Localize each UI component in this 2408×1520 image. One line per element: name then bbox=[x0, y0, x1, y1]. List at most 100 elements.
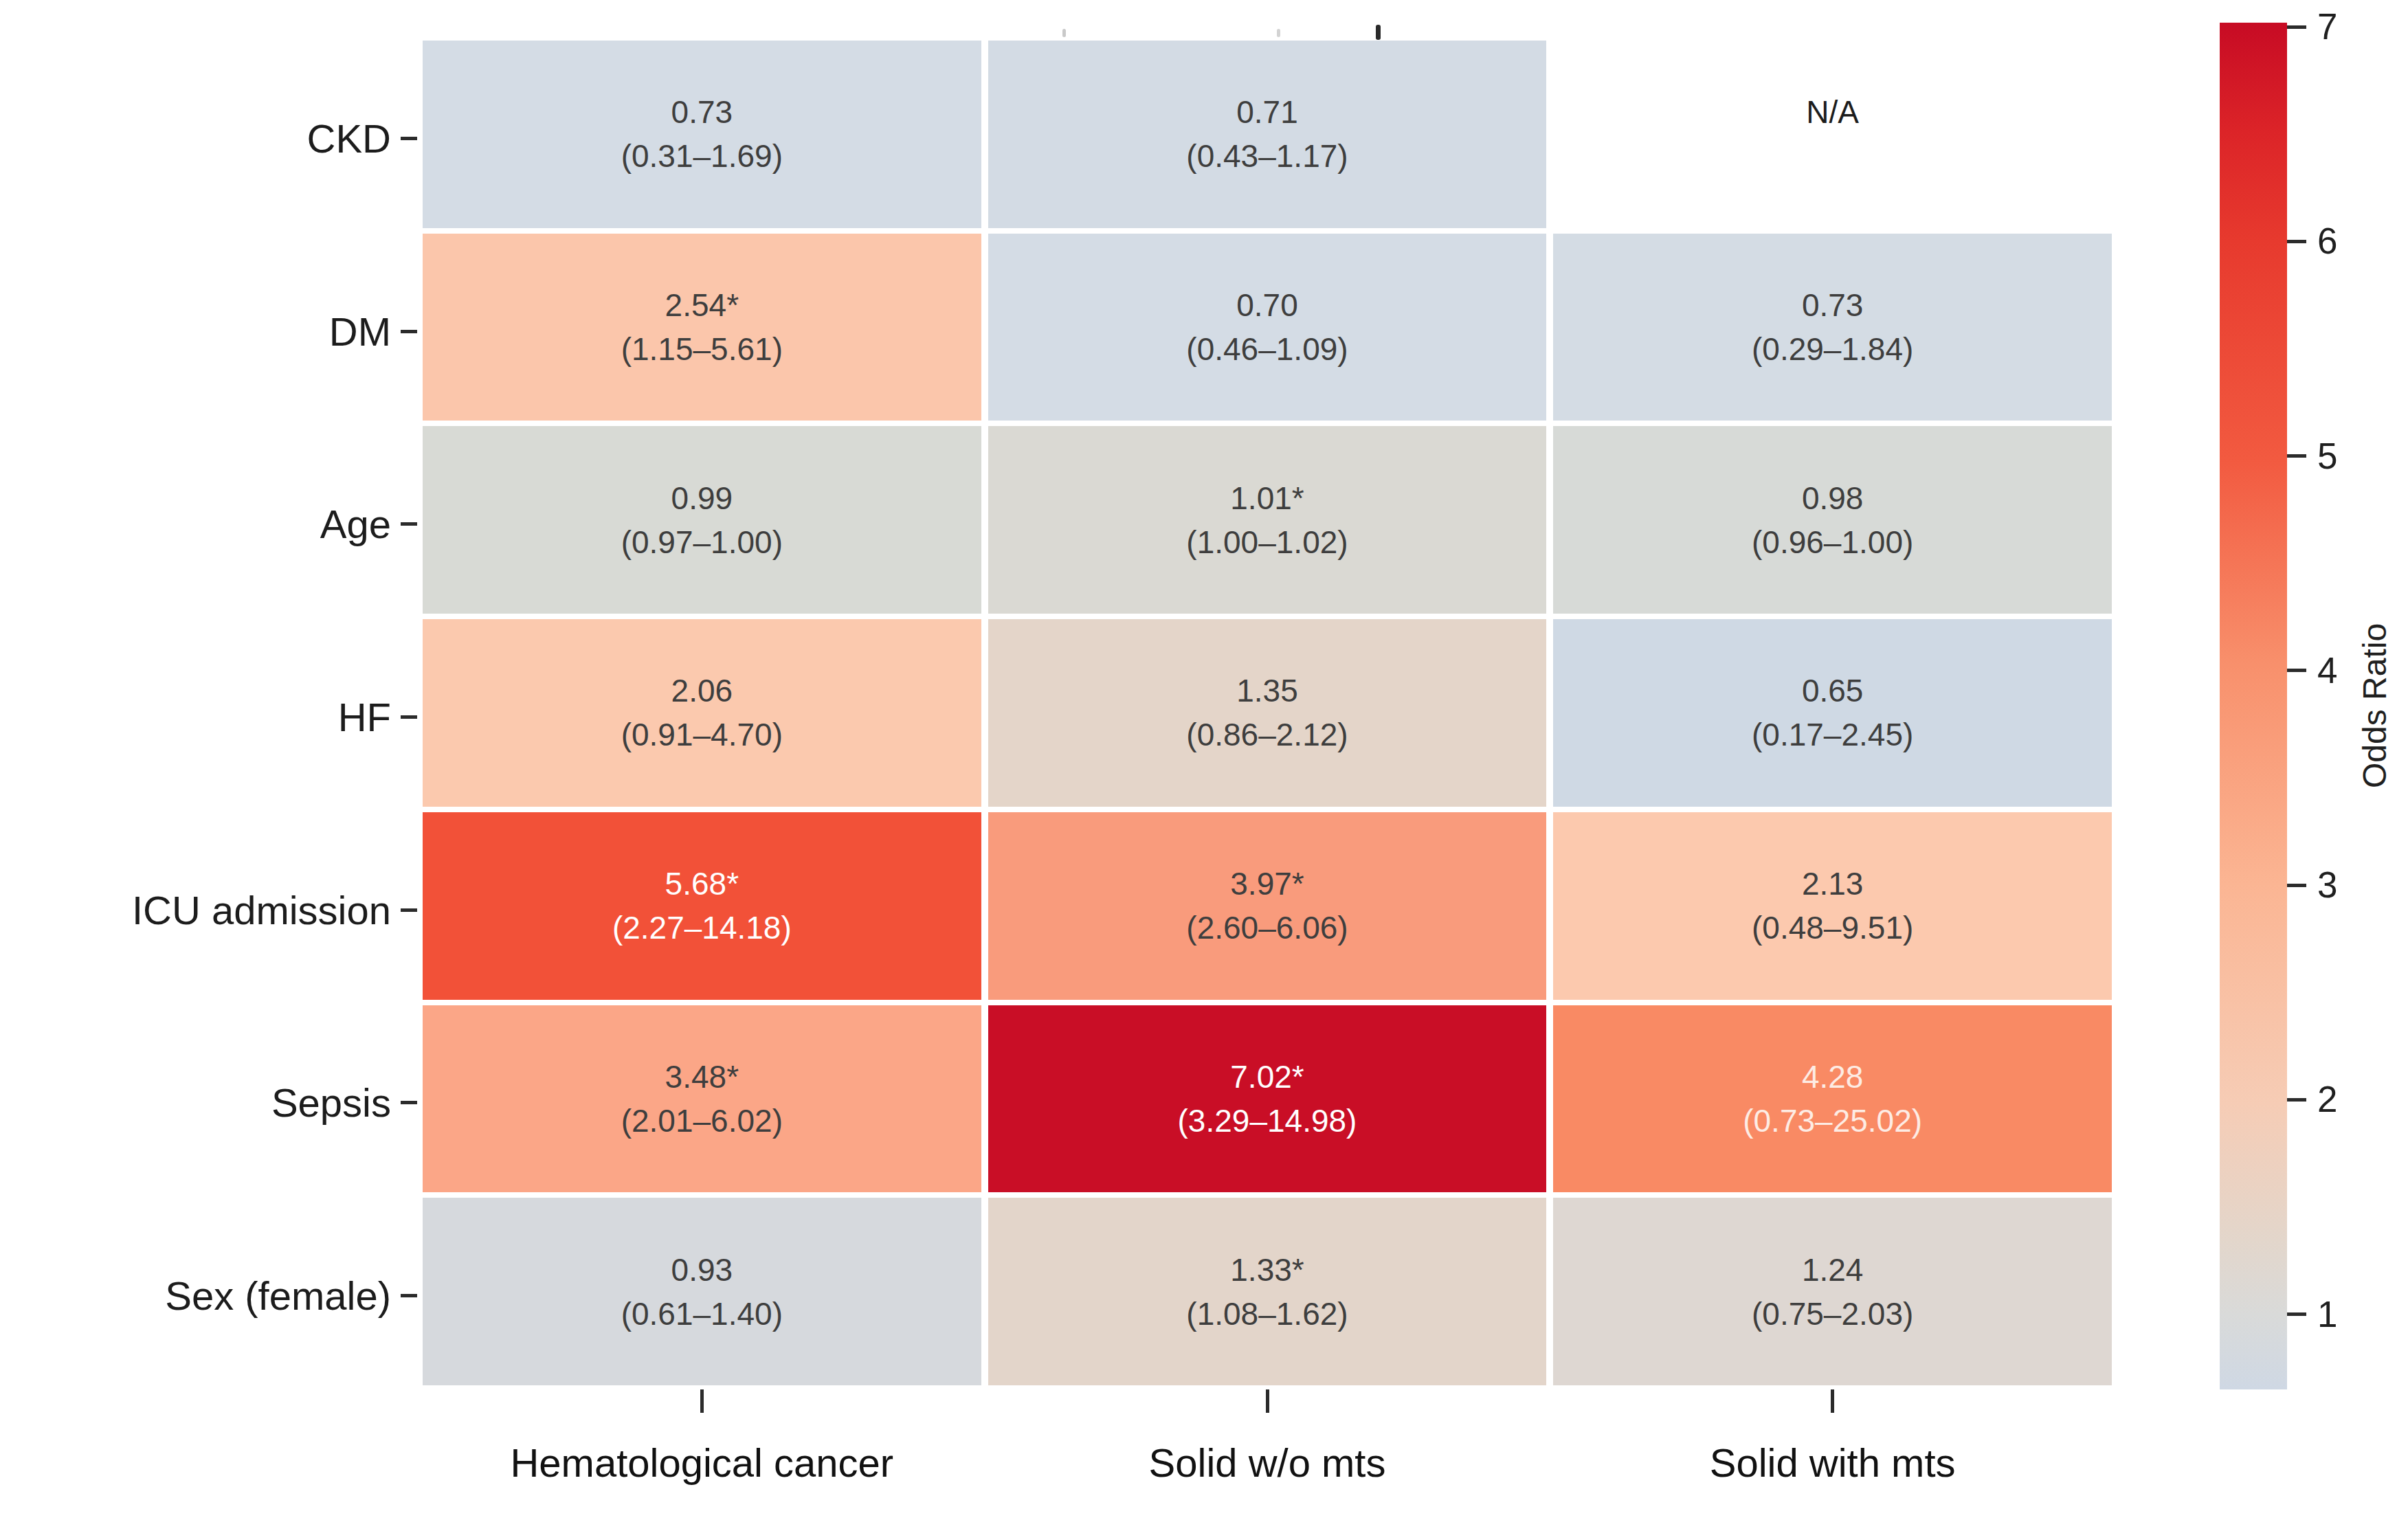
heatmap-cell-sex-female-solid-with-mts: 1.24(0.75–2.03) bbox=[1553, 1198, 2112, 1385]
x-axis-label-solid-with-mts: Solid with mts bbox=[1524, 1440, 2142, 1486]
cropped-title-artifact bbox=[1277, 29, 1280, 37]
cell-value: 1.35 bbox=[1236, 669, 1298, 713]
cell-value: 2.06 bbox=[671, 669, 733, 713]
colorbar-title-text: Odds Ratio bbox=[2356, 623, 2394, 788]
heatmap-cell-hf-solid-w-o-mts: 1.35(0.86–2.12) bbox=[988, 619, 1547, 807]
heatmap-cell-dm-hematological-cancer: 2.54*(1.15–5.61) bbox=[423, 234, 981, 421]
row-label-hf: HF bbox=[0, 623, 416, 811]
cell-confidence-interval: (1.15–5.61) bbox=[621, 327, 783, 371]
x-axis-label-hematological-cancer: Hematological cancer bbox=[392, 1440, 1011, 1486]
row-label-age: Age bbox=[0, 430, 416, 618]
heatmap-cell-ckd-hematological-cancer: 0.73(0.31–1.69) bbox=[423, 41, 981, 228]
x-axis-label-solid-w-o-mts: Solid w/o mts bbox=[958, 1440, 1576, 1486]
row-label-text: HF bbox=[338, 694, 391, 740]
colorbar-tick bbox=[2287, 669, 2306, 672]
cell-value: 7.02* bbox=[1230, 1055, 1304, 1099]
row-label-sex-female: Sex (female) bbox=[0, 1202, 416, 1389]
cell-confidence-interval: (0.75–2.03) bbox=[1752, 1292, 1913, 1336]
cell-value: 3.97* bbox=[1230, 862, 1304, 906]
colorbar-tick-label: 2 bbox=[2317, 1079, 2379, 1120]
x-axis-tick bbox=[700, 1389, 704, 1413]
heatmap-cell-ckd-solid-w-o-mts: 0.71(0.43–1.17) bbox=[988, 41, 1547, 228]
cell-confidence-interval: (0.29–1.84) bbox=[1752, 327, 1913, 371]
cell-confidence-interval: (0.48–9.51) bbox=[1752, 906, 1913, 950]
colorbar-tick bbox=[2287, 884, 2306, 887]
heatmap-grid: CKD0.73(0.31–1.69)0.71(0.43–1.17)N/ADM2.… bbox=[0, 45, 2112, 1389]
heatmap-cell-sex-female-hematological-cancer: 0.93(0.61–1.40) bbox=[423, 1198, 981, 1385]
row-label-text: CKD bbox=[307, 115, 391, 161]
y-axis-tick bbox=[401, 522, 417, 526]
cell-confidence-interval: (3.29–14.98) bbox=[1178, 1099, 1357, 1143]
cell-confidence-interval: (0.17–2.45) bbox=[1752, 713, 1913, 757]
heatmap-cell-icu-admission-hematological-cancer: 5.68*(2.27–14.18) bbox=[423, 812, 981, 1000]
colorbar-tick-label: 1 bbox=[2317, 1294, 2379, 1335]
colorbar-tick bbox=[2287, 240, 2306, 243]
cell-confidence-interval: (2.01–6.02) bbox=[621, 1099, 783, 1143]
cell-value: 1.33* bbox=[1230, 1248, 1304, 1292]
cell-confidence-interval: (2.27–14.18) bbox=[612, 906, 792, 950]
y-axis-tick bbox=[401, 1294, 417, 1297]
colorbar-tick-label: 7 bbox=[2317, 6, 2379, 47]
cell-confidence-interval: (0.31–1.69) bbox=[621, 134, 783, 178]
row-label-text: ICU admission bbox=[132, 887, 391, 933]
cropped-title-artifact bbox=[1062, 29, 1066, 37]
colorbar-tick-label: 5 bbox=[2317, 436, 2379, 477]
row-label-dm: DM bbox=[0, 238, 416, 425]
colorbar-tick bbox=[2287, 1098, 2306, 1102]
heatmap-cell-dm-solid-with-mts: 0.73(0.29–1.84) bbox=[1553, 234, 2112, 421]
cell-confidence-interval: (0.46–1.09) bbox=[1186, 327, 1348, 371]
cell-value: 2.13 bbox=[1802, 862, 1864, 906]
cell-confidence-interval: (0.86–2.12) bbox=[1186, 713, 1348, 757]
cell-value: 0.70 bbox=[1236, 283, 1298, 327]
heatmap-cell-icu-admission-solid-with-mts: 2.13(0.48–9.51) bbox=[1553, 812, 2112, 1000]
cell-confidence-interval: (0.97–1.00) bbox=[621, 520, 783, 564]
cell-value: 1.24 bbox=[1802, 1248, 1864, 1292]
cell-value: 0.71 bbox=[1236, 90, 1298, 134]
heatmap-cell-sepsis-hematological-cancer: 3.48*(2.01–6.02) bbox=[423, 1005, 981, 1193]
colorbar bbox=[2220, 23, 2287, 1389]
y-axis-tick bbox=[401, 1101, 417, 1104]
cell-value: 5.68* bbox=[665, 862, 739, 906]
colorbar-tick-label: 6 bbox=[2317, 221, 2379, 262]
heatmap-cell-ckd-solid-with-mts: N/A bbox=[1553, 41, 2112, 228]
colorbar-tick bbox=[2287, 454, 2306, 458]
heatmap-cell-dm-solid-w-o-mts: 0.70(0.46–1.09) bbox=[988, 234, 1547, 421]
cell-confidence-interval: (0.91–4.70) bbox=[621, 713, 783, 757]
row-label-sepsis: Sepsis bbox=[0, 1009, 416, 1197]
cell-value: 4.28 bbox=[1802, 1055, 1864, 1099]
cell-value: 2.54* bbox=[665, 283, 739, 327]
y-axis-tick bbox=[401, 330, 417, 333]
row-label-text: Age bbox=[320, 501, 391, 547]
row-label-text: DM bbox=[329, 309, 391, 355]
heatmap-cell-age-hematological-cancer: 0.99(0.97–1.00) bbox=[423, 426, 981, 614]
cell-value: 0.73 bbox=[1802, 283, 1864, 327]
heatmap-cell-hf-solid-with-mts: 0.65(0.17–2.45) bbox=[1553, 619, 2112, 807]
cell-value: 3.48* bbox=[665, 1055, 739, 1099]
colorbar-tick bbox=[2287, 25, 2306, 29]
figure-canvas: CKD0.73(0.31–1.69)0.71(0.43–1.17)N/ADM2.… bbox=[0, 0, 2408, 1520]
cell-value: 0.73 bbox=[671, 90, 733, 134]
colorbar-tick bbox=[2287, 1312, 2306, 1316]
cell-confidence-interval: (0.43–1.17) bbox=[1186, 134, 1348, 178]
cell-confidence-interval: (1.00–1.02) bbox=[1186, 520, 1348, 564]
cell-confidence-interval: (0.96–1.00) bbox=[1752, 520, 1913, 564]
y-axis-tick bbox=[401, 715, 417, 719]
cell-value: 0.65 bbox=[1802, 669, 1864, 713]
row-label-icu-admission: ICU admission bbox=[0, 816, 416, 1004]
cell-confidence-interval: (0.73–25.02) bbox=[1743, 1099, 1922, 1143]
cell-value: N/A bbox=[1806, 90, 1859, 134]
y-axis-tick bbox=[401, 137, 417, 140]
y-axis-tick bbox=[401, 908, 417, 912]
cell-confidence-interval: (2.60–6.06) bbox=[1186, 906, 1348, 950]
cropped-title-artifact bbox=[1376, 25, 1381, 40]
heatmap-cell-sex-female-solid-w-o-mts: 1.33*(1.08–1.62) bbox=[988, 1198, 1547, 1385]
cell-value: 0.93 bbox=[671, 1248, 733, 1292]
heatmap-cell-icu-admission-solid-w-o-mts: 3.97*(2.60–6.06) bbox=[988, 812, 1547, 1000]
heatmap-cell-sepsis-solid-with-mts: 4.28(0.73–25.02) bbox=[1553, 1005, 2112, 1193]
heatmap-cell-hf-hematological-cancer: 2.06(0.91–4.70) bbox=[423, 619, 981, 807]
x-axis-tick bbox=[1831, 1389, 1834, 1413]
colorbar-title: Odds Ratio bbox=[2350, 534, 2398, 878]
cell-value: 0.99 bbox=[671, 476, 733, 520]
row-label-text: Sepsis bbox=[271, 1080, 391, 1126]
heatmap-cell-sepsis-solid-w-o-mts: 7.02*(3.29–14.98) bbox=[988, 1005, 1547, 1193]
